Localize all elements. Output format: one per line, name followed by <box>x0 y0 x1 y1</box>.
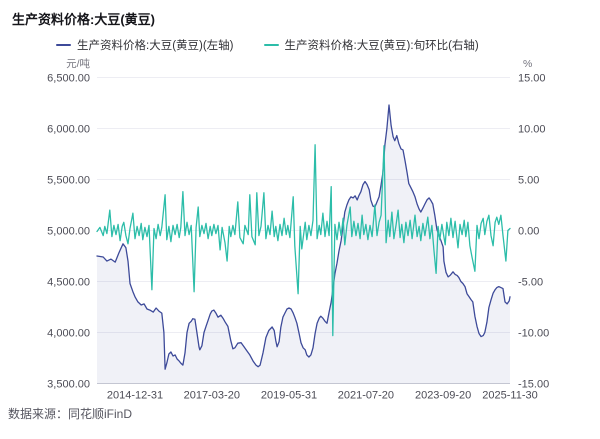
legend-label-price: 生产资料价格:大豆(黄豆)(左轴) <box>77 40 234 52</box>
chart-title: 生产资料价格:大豆(黄豆) <box>12 12 155 27</box>
legend-item-price[interactable]: 生产资料价格:大豆(黄豆)(左轴) <box>56 37 234 53</box>
legend: 生产资料价格:大豆(黄豆)(左轴) 生产资料价格:大豆(黄豆):旬环比(右轴) <box>56 37 479 53</box>
x-axis-tick: 2025-11-30 <box>482 390 537 402</box>
legend-marker-price-line <box>56 43 71 47</box>
right-axis-tick: -5.00 <box>518 277 543 289</box>
legend-item-mom[interactable]: 生产资料价格:大豆(黄豆):旬环比(右轴) <box>263 37 479 53</box>
x-axis-tick: 2017-03-20 <box>184 390 240 402</box>
x-axis-tick: 2021-07-20 <box>338 390 394 402</box>
left-axis-tick: 4,500.00 <box>47 277 90 289</box>
chart-area: 6,500.00 15.00 6,000.00 10.00 5,500.00 5.00 5,… <box>0 55 600 410</box>
right-axis-unit: % <box>523 58 532 70</box>
right-axis-tick: 15.00 <box>518 73 546 85</box>
left-axis-tick: 5,000.00 <box>47 226 90 238</box>
series-line-mom <box>96 144 511 337</box>
left-axis-tick: 5,500.00 <box>47 175 90 187</box>
left-axis-tick: 4,000.00 <box>47 328 90 340</box>
axis-tick-labels: 6,500.00 15.00 6,000.00 10.00 5,500.00 5.00 5,… <box>47 57 549 402</box>
line-chart: 6,500.00 15.00 6,000.00 10.00 5,500.00 5.00 5,… <box>47 57 549 402</box>
x-axis-tick: 2019-05-31 <box>261 390 317 402</box>
right-axis-tick: -15.00 <box>518 379 549 391</box>
right-axis-tick: -10.00 <box>518 328 549 340</box>
series-line-price <box>96 104 511 370</box>
x-axis-tick: 2023-09-20 <box>415 390 471 402</box>
right-axis-tick: 0.00 <box>518 226 539 238</box>
left-axis-tick: 6,500.00 <box>47 73 90 85</box>
data-source: 数据来源：同花顺iFinD <box>8 407 133 421</box>
legend-marker-mom-line <box>263 43 279 47</box>
right-axis-tick: 5.00 <box>518 175 539 187</box>
series-area-0 <box>97 105 510 384</box>
left-axis-tick: 3,500.00 <box>47 379 90 391</box>
left-axis-unit: 元/吨 <box>66 57 90 70</box>
x-axis-tick: 2014-12-31 <box>107 390 163 402</box>
legend-label-mom: 生产资料价格:大豆(黄豆):旬环比(右轴) <box>284 40 479 52</box>
right-axis-tick: 10.00 <box>518 124 546 136</box>
left-axis-tick: 6,000.00 <box>47 124 90 136</box>
